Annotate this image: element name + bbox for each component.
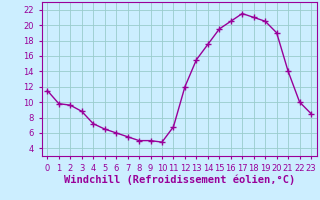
X-axis label: Windchill (Refroidissement éolien,°C): Windchill (Refroidissement éolien,°C) — [64, 174, 295, 185]
